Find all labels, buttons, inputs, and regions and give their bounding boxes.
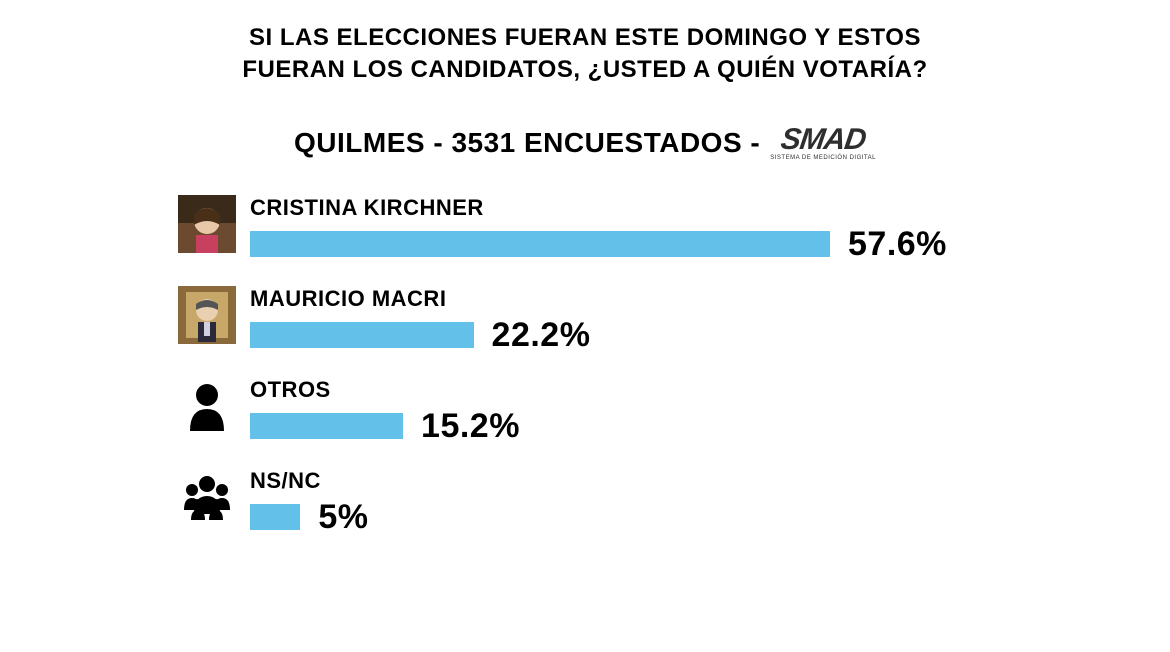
row-content: NS/NC 5%: [250, 468, 998, 537]
poll-question-title: SI LAS ELECCIONES FUERAN ESTE DOMINGO Y …: [0, 0, 1170, 87]
candidate-label: OTROS: [250, 377, 998, 403]
chart-row: MAURICIO MACRI 22.2%: [178, 286, 998, 355]
bar-line: 22.2%: [250, 316, 998, 355]
photo2-icon: [178, 286, 236, 344]
bar: [250, 322, 474, 348]
candidate-label: NS/NC: [250, 468, 998, 494]
smad-logo: SMAD SISTEMA DE MEDICIÓN DIGITAL: [770, 125, 876, 161]
bar: [250, 231, 830, 257]
bar: [250, 413, 403, 439]
percent-label: 57.6%: [848, 225, 947, 264]
percent-label: 15.2%: [421, 407, 520, 446]
bar-line: 5%: [250, 498, 998, 537]
chart-row: NS/NC 5%: [178, 468, 998, 537]
title-line-2: FUERAN LOS CANDIDATOS, ¿USTED A QUIÉN VO…: [0, 54, 1170, 86]
row-content: MAURICIO MACRI 22.2%: [250, 286, 998, 355]
bar: [250, 504, 300, 530]
percent-label: 5%: [318, 498, 368, 537]
group-icon: [178, 468, 236, 526]
percent-label: 22.2%: [492, 316, 591, 355]
row-content: CRISTINA KIRCHNER 57.6%: [250, 195, 998, 264]
candidate-label: CRISTINA KIRCHNER: [250, 195, 998, 221]
candidate-label: MAURICIO MACRI: [250, 286, 998, 312]
bar-line: 57.6%: [250, 225, 998, 264]
title-line-1: SI LAS ELECCIONES FUERAN ESTE DOMINGO Y …: [0, 22, 1170, 54]
row-content: OTROS 15.2%: [250, 377, 998, 446]
logo-main: SMAD: [779, 125, 868, 155]
chart-row: CRISTINA KIRCHNER 57.6%: [178, 195, 998, 264]
chart-row: OTROS 15.2%: [178, 377, 998, 446]
photo1-icon: [178, 195, 236, 253]
subtitle-text: QUILMES - 3531 ENCUESTADOS -: [294, 127, 760, 159]
subtitle-row: QUILMES - 3531 ENCUESTADOS - SMAD SISTEM…: [0, 125, 1170, 161]
bar-chart: CRISTINA KIRCHNER 57.6% MAURICIO MACRI 22.2…: [178, 195, 998, 537]
person-icon: [178, 377, 236, 435]
bar-line: 15.2%: [250, 407, 998, 446]
